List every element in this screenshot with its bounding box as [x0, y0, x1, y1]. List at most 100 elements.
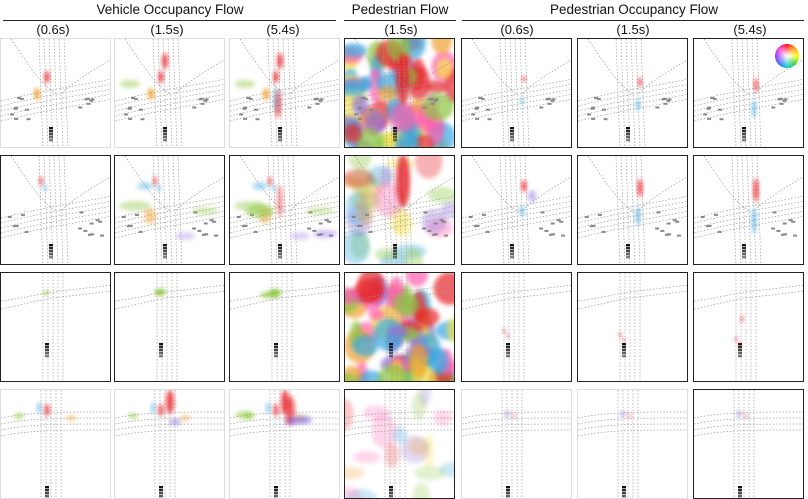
flow-field-cell [431, 39, 453, 55]
parked-vehicle-marks [703, 96, 788, 121]
timestamp-pedestrian-occupancy-1.5s: (1.5s) [616, 22, 650, 37]
ego-vehicle [506, 343, 510, 358]
ego-vehicle [278, 244, 282, 259]
ego-vehicle [393, 244, 397, 259]
panel-pedestrian-flow-1.5s-row-3 [344, 272, 455, 382]
ego-vehicle [278, 127, 282, 142]
road-map-lines [1, 39, 110, 147]
panel-vehicle-occupancy-5.4s-row-2 [229, 155, 340, 265]
flow-field-cell [345, 466, 365, 480]
color-wheel-icon [775, 44, 799, 68]
vehicle-flow-blob [252, 182, 268, 190]
vehicle-flow-blob [137, 182, 153, 190]
road-map-lines [578, 39, 687, 147]
vehicle-flow-blob [288, 416, 312, 424]
vehicle-flow-blob [157, 184, 161, 192]
road-map-lines [345, 273, 454, 381]
pedestrian-flow-blob [521, 180, 527, 192]
road-map-lines [115, 390, 224, 498]
vehicle-flow-blob [148, 88, 154, 100]
vehicle-flow-blob [34, 88, 40, 100]
road-map-lines [694, 39, 803, 147]
vehicle-flow-blob [120, 80, 140, 88]
flow-field-cell [345, 399, 354, 430]
flow-field-cell [392, 292, 419, 318]
flow-field-cell [353, 450, 381, 464]
panel-pedestrian-occupancy-1.5s-row-2 [577, 155, 688, 265]
ego-vehicle [274, 486, 278, 498]
panel-pedestrian-flow-1.5s-row-4 [344, 389, 455, 499]
ego-vehicle [159, 486, 163, 498]
flow-field-cell [352, 334, 379, 357]
road-map-lines [462, 156, 571, 264]
flow-field-cell [415, 156, 443, 179]
pedestrian-flow-blob [522, 76, 526, 82]
header-pedestrian-occupancy-flow: Pedestrian Occupancy Flow [549, 2, 719, 17]
panel-pedestrian-occupancy-0.6s-row-4 [461, 389, 572, 499]
road-map-lines [115, 39, 224, 147]
flow-field-cell [377, 364, 408, 381]
pedestrian-flow-blob [754, 78, 758, 92]
panel-vehicle-occupancy-0.6s-row-2 [0, 155, 111, 265]
timestamp-vehicle-1.5s: (1.5s) [150, 22, 184, 37]
pedestrian-flow-blob [637, 179, 643, 197]
road-map-lines [1, 156, 110, 264]
panel-pedestrian-occupancy-5.4s-row-2 [693, 155, 804, 265]
vehicle-flow-blob [44, 71, 50, 83]
timestamp-vehicle-0.6s: (0.6s) [36, 22, 70, 37]
parked-vehicle-marks [700, 211, 797, 237]
pedestrian-flow-blob [520, 98, 524, 104]
ego-vehicle [389, 486, 393, 498]
header-rule-vehicle [3, 20, 336, 21]
vehicle-flow-blob [128, 413, 138, 419]
flow-field-cell [358, 370, 384, 381]
vehicle-flow-blob [306, 207, 334, 215]
vehicle-flow-blob [277, 185, 283, 217]
pedestrian-flow-blob [512, 414, 516, 418]
panel-vehicle-occupancy-0.6s-row-3 [0, 272, 111, 382]
ego-vehicle [622, 343, 626, 358]
ego-vehicle [506, 486, 510, 498]
pedestrian-flow-blob [751, 208, 757, 234]
flow-field-cell [352, 94, 369, 116]
flow-field-cell [411, 392, 427, 421]
flow-field-cell [345, 43, 367, 58]
panel-vehicle-occupancy-1.5s-row-1 [114, 38, 225, 148]
flow-field-cell [374, 247, 399, 261]
flow-field-cell [345, 230, 370, 264]
vehicle-flow-blob [175, 232, 195, 240]
flow-field-cell [345, 123, 362, 144]
ego-vehicle [393, 127, 397, 142]
flow-field-cell [370, 414, 397, 448]
vehicle-flow-blob [235, 80, 255, 88]
pedestrian-flow-blob [504, 411, 510, 417]
pedestrian-flow-blob [628, 414, 632, 418]
road-map-lines [462, 273, 571, 381]
vehicle-flow-blob [235, 411, 255, 419]
flow-field-cell [436, 58, 453, 80]
panel-pedestrian-occupancy-1.5s-row-4 [577, 389, 688, 499]
panel-vehicle-occupancy-0.6s-row-1 [0, 38, 111, 148]
flow-field-cell [388, 325, 409, 338]
road-map-lines [578, 273, 687, 381]
flow-field-cell [408, 437, 429, 456]
pedestrian-flow-blob [622, 338, 626, 342]
road-map-lines [462, 39, 571, 147]
road-map-lines [230, 273, 339, 381]
flow-field-cell [345, 287, 361, 305]
ego-vehicle [49, 244, 53, 259]
vehicle-flow-blob [266, 402, 270, 414]
flow-field-cell [348, 156, 372, 171]
vehicle-flow-blob [260, 292, 280, 298]
vehicle-flow-blob [246, 204, 274, 218]
pedestrian-flow-blob [506, 334, 510, 338]
ego-vehicle [274, 343, 278, 358]
panel-vehicle-occupancy-5.4s-row-1 [229, 38, 340, 148]
road-map-lines [345, 156, 454, 264]
vehicle-flow-blob [169, 419, 181, 425]
flow-field-cell [345, 487, 362, 498]
road-map-lines [578, 156, 687, 264]
parked-vehicle-marks [124, 96, 209, 121]
ego-vehicle [163, 244, 167, 259]
vehicle-flow-blob [66, 415, 76, 421]
